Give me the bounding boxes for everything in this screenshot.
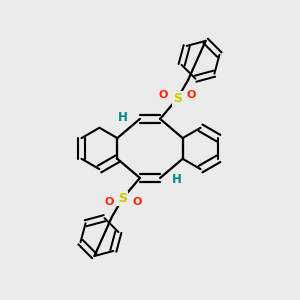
Text: H: H <box>118 111 128 124</box>
Text: O: O <box>132 197 142 207</box>
Text: S: S <box>173 92 182 105</box>
Text: O: O <box>158 90 168 100</box>
Text: H: H <box>172 173 182 186</box>
Text: O: O <box>104 197 113 207</box>
Text: O: O <box>187 90 196 100</box>
Text: S: S <box>118 192 127 205</box>
